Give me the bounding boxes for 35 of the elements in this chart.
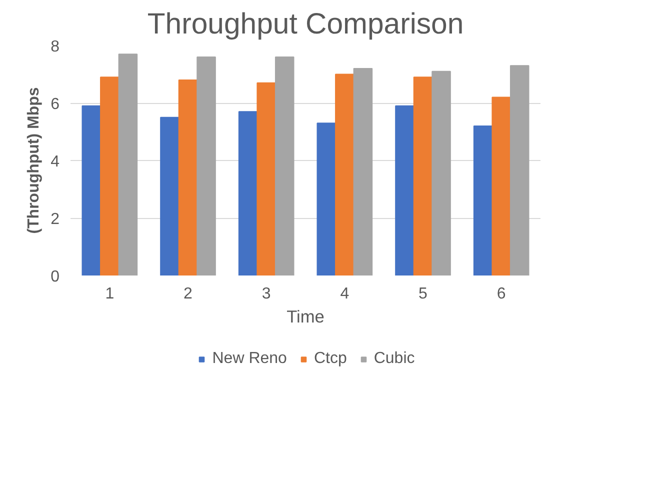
bar: [413, 76, 433, 276]
x-axis-title: Time: [286, 306, 324, 326]
bar: [492, 96, 511, 276]
y-tick-label: 2: [50, 211, 60, 228]
x-tick-label: 1: [105, 286, 114, 302]
bar: [274, 56, 294, 276]
bar: [510, 65, 530, 276]
bar: [238, 111, 258, 276]
y-axis-title: (Throughput) Mbps: [26, 87, 43, 234]
x-tick-label: 2: [184, 286, 193, 302]
x-tick-label: 4: [340, 286, 350, 302]
bar: [335, 74, 354, 276]
bar: [473, 126, 493, 276]
x-tick-label: 3: [262, 286, 271, 302]
y-tick-label: 8: [50, 38, 60, 56]
x-tick-label: 5: [418, 286, 428, 302]
bar: [432, 70, 451, 276]
chart-title: Throughput Comparison: [147, 8, 464, 40]
bar: [316, 122, 336, 276]
y-tick-label: 4: [50, 154, 60, 170]
bar: [160, 116, 180, 276]
bar: [256, 82, 276, 276]
bar: [196, 56, 216, 276]
y-tick-label: 0: [50, 268, 60, 286]
bar: [82, 105, 102, 276]
x-tick-label: 6: [496, 286, 506, 302]
bar: [100, 76, 120, 276]
bar: [353, 68, 373, 276]
y-tick-label: 6: [50, 96, 60, 113]
legend-label: Cubic: [374, 350, 415, 368]
bar: [395, 105, 414, 276]
legend-label: New Reno: [212, 350, 287, 368]
bar: [118, 54, 138, 276]
bar: [178, 80, 198, 276]
legend-label: Ctcp: [314, 350, 347, 368]
